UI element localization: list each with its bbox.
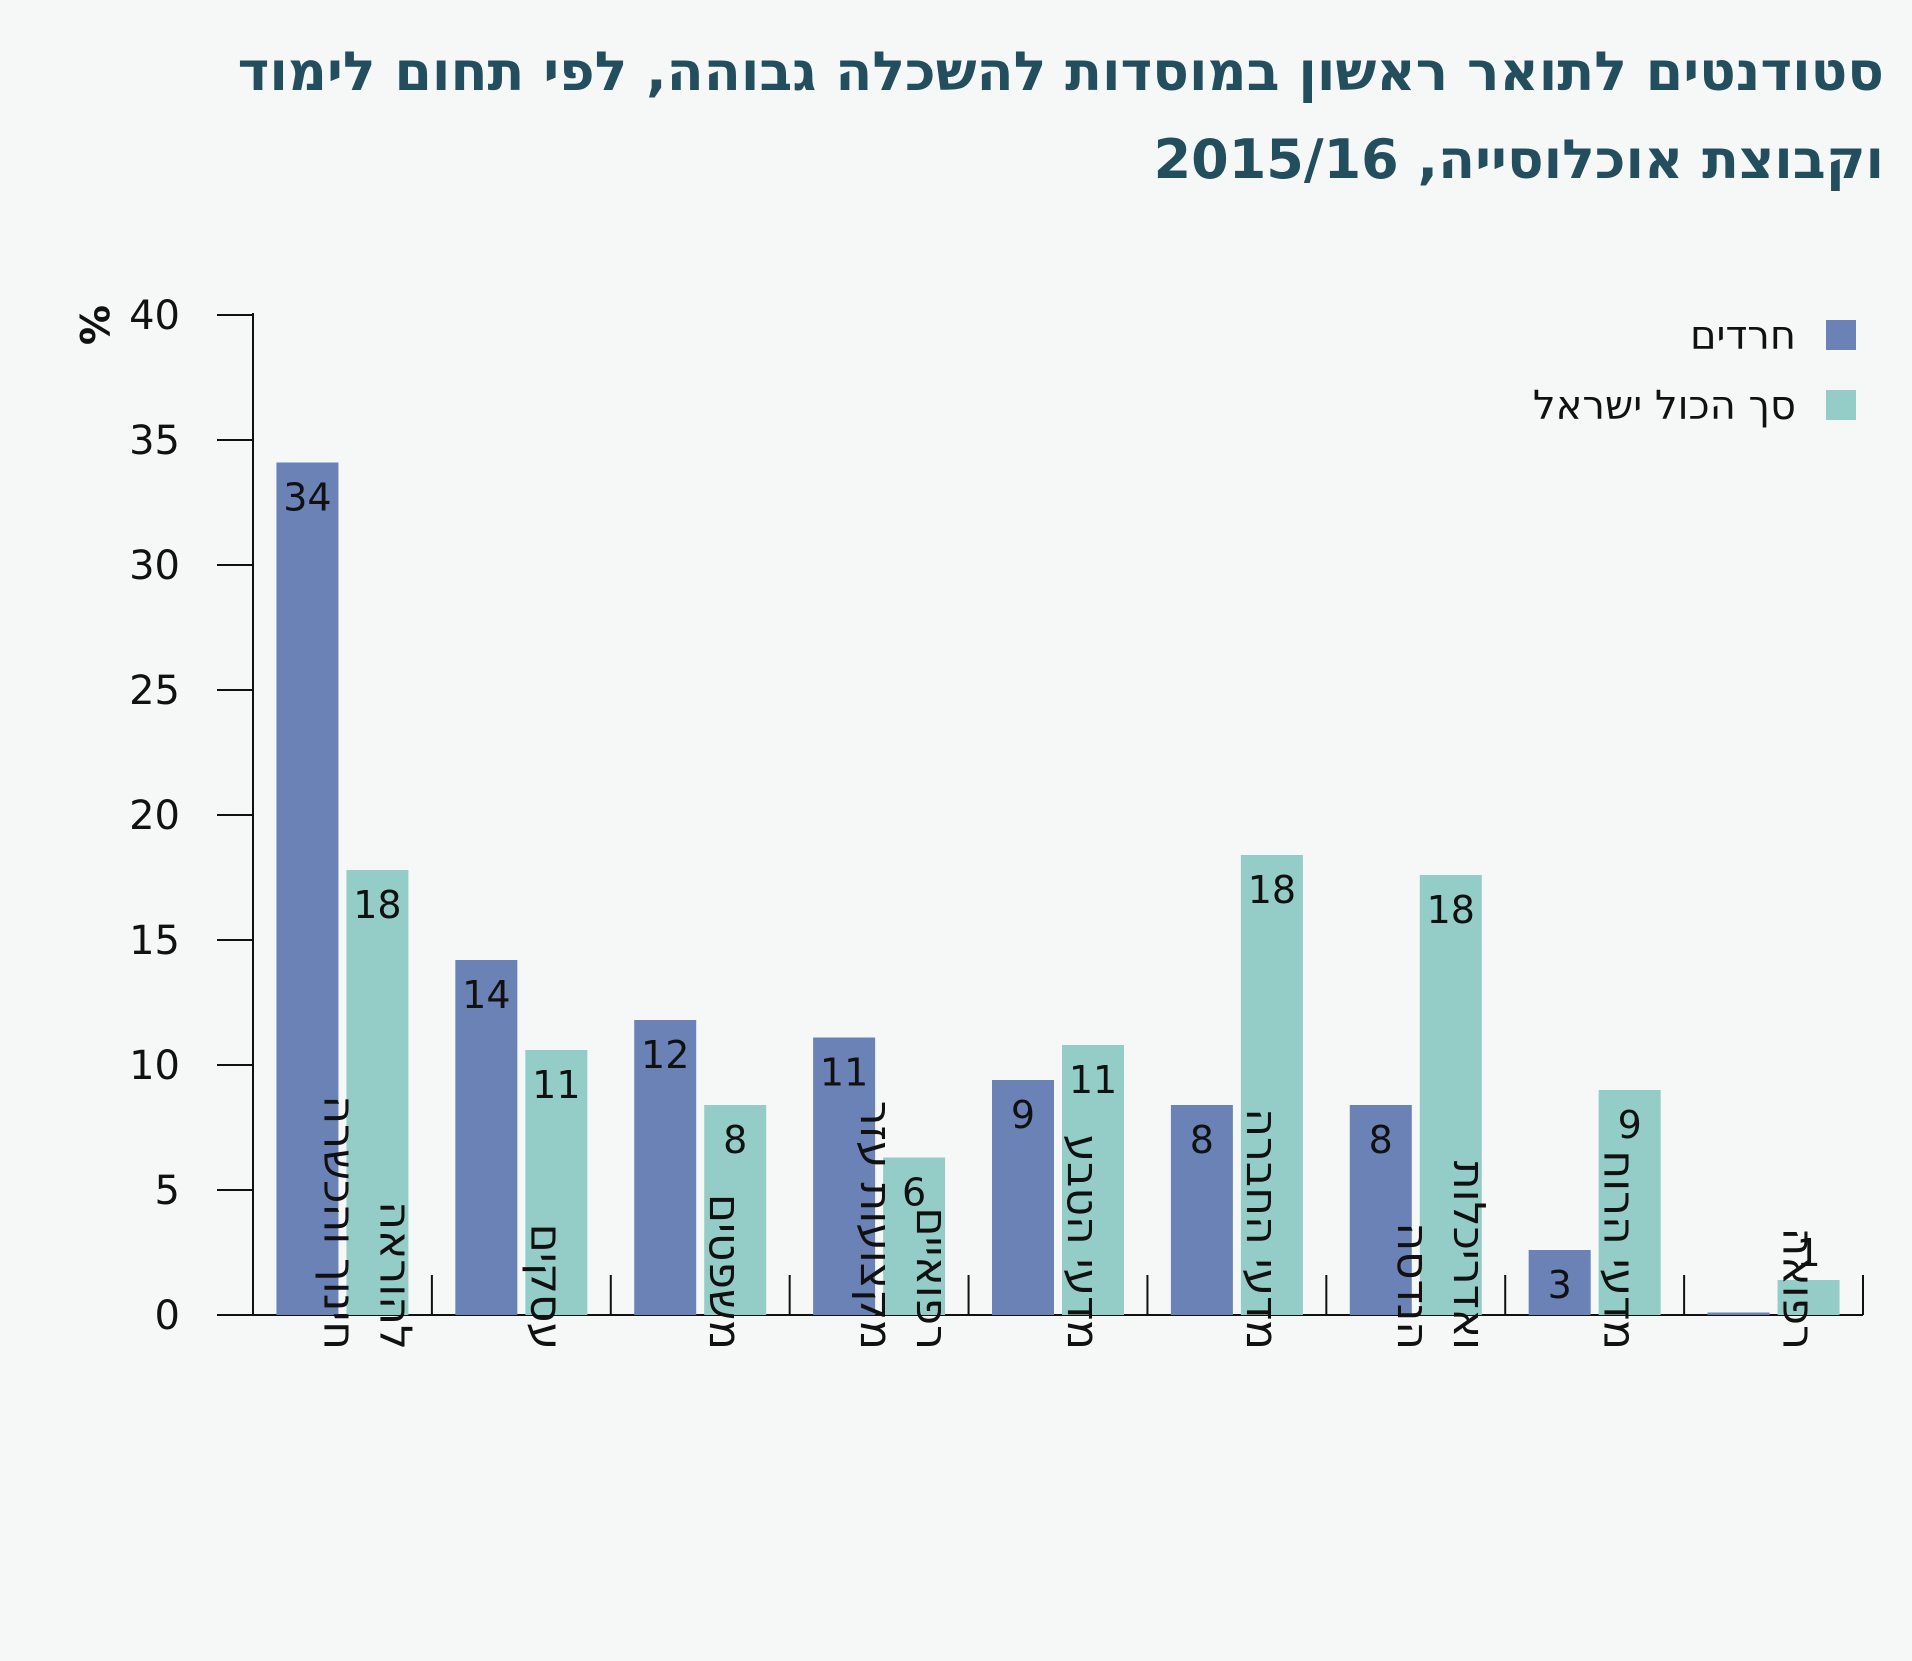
legend-total-swatch (1826, 390, 1856, 420)
data-label-total-5: 18 (1248, 868, 1296, 912)
y-tick-label-20: 20 (129, 793, 180, 839)
category-label-1: עסקים (520, 1224, 571, 1350)
y-tick-label-35: 35 (129, 418, 180, 464)
bar-total-2 (704, 1105, 767, 1315)
chart-title-line-2: וקבוצת אוכלוסייה, 2015/16 (1153, 128, 1884, 191)
category-label-3-line-1: מקצועות עזר (850, 1101, 901, 1350)
data-label-total-2: 8 (723, 1118, 747, 1162)
data-label-haredim-3: 11 (820, 1051, 868, 1095)
bar-haredim-3 (813, 1037, 876, 1315)
y-tick-label-0: 0 (155, 1293, 180, 1339)
bar-total-6 (1419, 875, 1482, 1315)
data-label-haredim-6: 8 (1369, 1118, 1393, 1162)
bar-haredim-8 (1707, 1312, 1770, 1315)
data-label-total-8: 1 (1796, 1231, 1820, 1275)
bar-total-4 (1062, 1045, 1124, 1315)
data-label-haredim-4: 9 (1011, 1093, 1035, 1137)
bar-total-8 (1777, 1280, 1840, 1315)
bar-total-7 (1598, 1090, 1661, 1315)
category-label-4: מדעי הטבע (1057, 1134, 1108, 1350)
bar-haredim-1 (455, 960, 518, 1315)
y-tick-label-15: 15 (129, 918, 180, 964)
data-label-total-1: 11 (532, 1063, 580, 1107)
y-tick-label-5: 5 (155, 1168, 180, 1214)
data-label-haredim-2: 12 (641, 1033, 689, 1077)
y-tick-label-30: 30 (129, 543, 180, 589)
data-label-total-6: 18 (1427, 888, 1475, 932)
data-label-haredim-7: 3 (1548, 1263, 1572, 1307)
bar-total-1 (525, 1050, 588, 1315)
data-label-total-4: 11 (1069, 1058, 1117, 1102)
bar-haredim-5 (1170, 1105, 1233, 1315)
category-label-8: רפואה (1773, 1228, 1824, 1350)
bar-haredim-7 (1528, 1250, 1591, 1315)
category-label-3-line-2: רפואיים (906, 1207, 957, 1350)
category-label-0-line-2: להוראה (369, 1201, 420, 1350)
category-label-7: מדעי הרוח (1594, 1150, 1645, 1350)
bar-haredim-4 (992, 1080, 1054, 1315)
bar-haredim-0 (276, 462, 339, 1315)
y-axis-label: % (70, 305, 116, 345)
category-label-0-line-1: חינוך והכשרה (313, 1095, 364, 1350)
bar-haredim-6 (1349, 1105, 1412, 1315)
category-label-5: מדעי החברה (1236, 1108, 1287, 1350)
data-label-total-0: 18 (353, 883, 401, 927)
legend-haredim-label: חרדים (1690, 313, 1796, 359)
bar-total-3 (883, 1157, 946, 1315)
data-label-haredim-5: 8 (1190, 1118, 1214, 1162)
category-label-6-line-1: הנדסה (1387, 1222, 1438, 1350)
data-label-haredim-1: 14 (462, 973, 510, 1017)
bar-haredim-2 (634, 1020, 697, 1315)
y-tick-label-10: 10 (129, 1043, 180, 1089)
category-label-6-line-2: ואדריכלות (1443, 1161, 1494, 1350)
bar-total-0 (346, 870, 409, 1315)
data-label-total-7: 9 (1618, 1103, 1642, 1147)
legend-total-label: סך הכול ישראל (1533, 383, 1796, 429)
y-tick-label-25: 25 (129, 668, 180, 714)
data-label-haredim-0: 34 (283, 476, 331, 520)
legend-haredim-swatch (1826, 320, 1856, 350)
category-label-2: משפטים (699, 1194, 750, 1350)
chart-title-line-1: סטודנטים לתואר ראשון במוסדות להשכלה גבוה… (237, 40, 1884, 103)
bar-total-5 (1240, 855, 1303, 1315)
data-label-total-3: 6 (902, 1171, 926, 1215)
chart-title: סטודנטים לתואר ראשון במוסדות להשכלה גבוה… (44, 28, 1884, 204)
y-tick-label-40: 40 (129, 293, 180, 339)
